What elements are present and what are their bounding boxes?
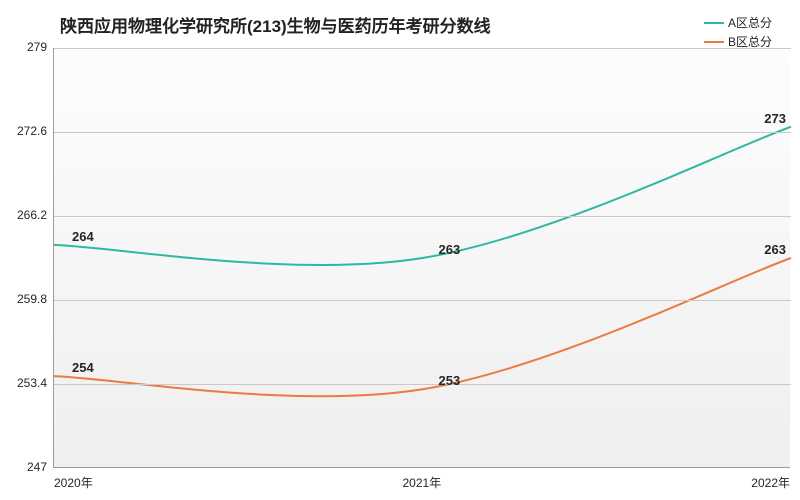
plot-area: 247253.4259.8266.2272.62792020年2021年2022… (53, 48, 790, 468)
y-axis-label: 259.8 (17, 292, 47, 306)
y-axis-label: 247 (27, 460, 47, 474)
grid-line-h (54, 132, 791, 133)
x-axis-label: 2020年 (54, 474, 93, 491)
grid-line-h (54, 48, 791, 49)
y-axis-label: 253.4 (17, 376, 47, 390)
data-label: 264 (72, 229, 94, 244)
series-line-0 (54, 127, 791, 265)
grid-line-h (54, 384, 791, 385)
plot-svg (54, 48, 791, 468)
data-label: 254 (72, 360, 94, 375)
legend-swatch-b (704, 41, 724, 43)
y-axis-label: 266.2 (17, 208, 47, 222)
chart-container: 陕西应用物理化学研究所(213)生物与医药历年考研分数线 A区总分 B区总分 2… (0, 0, 800, 500)
y-axis-label: 279 (27, 40, 47, 54)
data-label: 253 (439, 373, 461, 388)
y-axis-label: 272.6 (17, 124, 47, 138)
legend: A区总分 B区总分 (704, 14, 772, 52)
grid-line-h (54, 216, 791, 217)
data-label: 263 (439, 242, 461, 257)
legend-item-a: A区总分 (704, 14, 772, 31)
data-label: 263 (764, 242, 786, 257)
data-label: 273 (764, 111, 786, 126)
x-axis-label: 2021年 (403, 474, 442, 491)
legend-swatch-a (704, 22, 724, 24)
x-axis-label: 2022年 (751, 474, 790, 491)
legend-label-a: A区总分 (728, 14, 772, 31)
series-line-1 (54, 258, 791, 396)
grid-line-h (54, 300, 791, 301)
chart-title: 陕西应用物理化学研究所(213)生物与医药历年考研分数线 (60, 12, 491, 37)
